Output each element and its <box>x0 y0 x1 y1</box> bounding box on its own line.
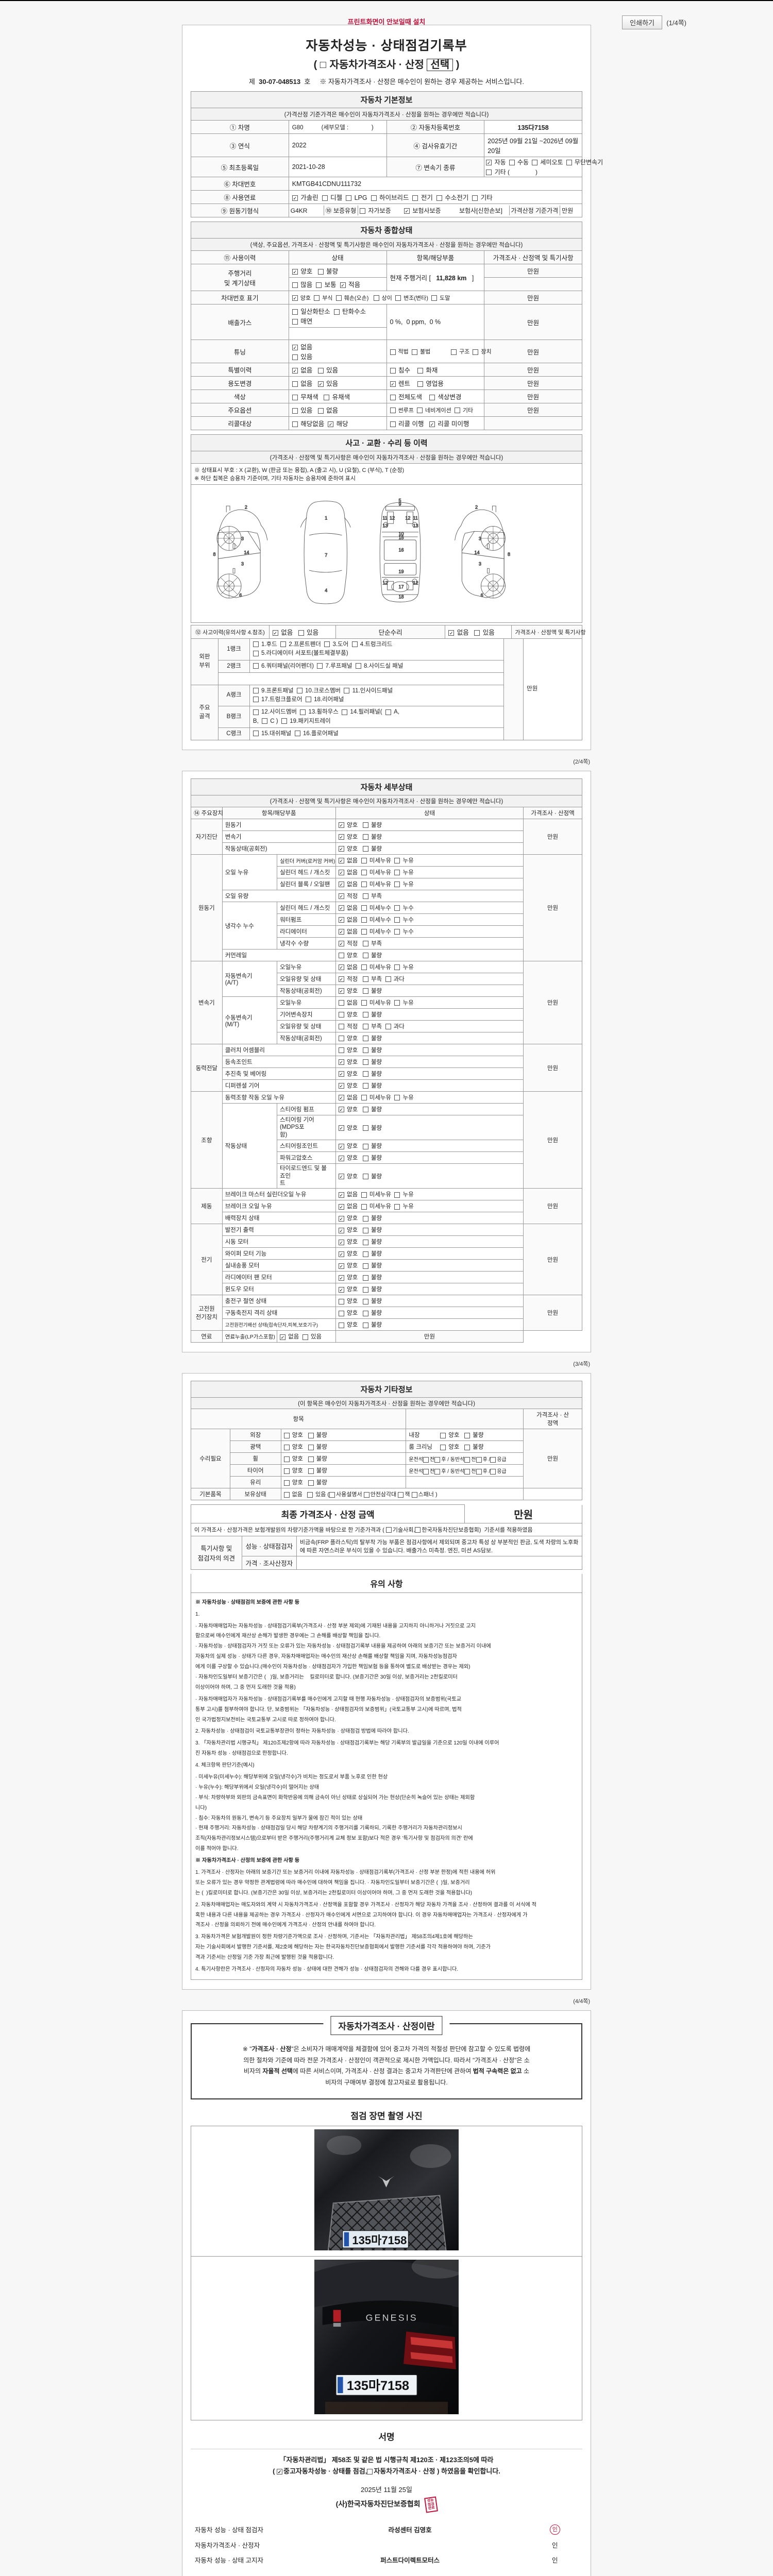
svg-text:14: 14 <box>244 550 249 555</box>
svg-text:18: 18 <box>398 595 404 600</box>
svg-text:9: 9 <box>398 501 401 506</box>
svg-text:4: 4 <box>325 588 327 593</box>
svg-text:11: 11 <box>382 516 387 521</box>
svg-text:GENESIS: GENESIS <box>366 2313 418 2323</box>
svg-text:14: 14 <box>475 550 480 555</box>
svg-text:12: 12 <box>382 580 388 585</box>
svg-text:6: 6 <box>239 593 242 598</box>
svg-text:12: 12 <box>413 580 418 585</box>
svg-text:2: 2 <box>475 504 478 510</box>
svg-text:11: 11 <box>413 516 418 521</box>
svg-text:2: 2 <box>245 504 247 510</box>
svg-text:15: 15 <box>398 535 404 540</box>
svg-text:3: 3 <box>241 536 244 541</box>
svg-text:12: 12 <box>390 516 395 521</box>
svg-text:16: 16 <box>398 548 404 553</box>
svg-text:135마7158: 135마7158 <box>352 2234 407 2247</box>
svg-text:19: 19 <box>398 569 404 574</box>
svg-text:8: 8 <box>213 552 215 557</box>
svg-text:13: 13 <box>413 523 418 529</box>
svg-text:13: 13 <box>382 523 388 529</box>
svg-text:7: 7 <box>325 553 327 558</box>
svg-text:6: 6 <box>481 593 483 598</box>
svg-text:1: 1 <box>325 516 327 521</box>
svg-text:3: 3 <box>479 561 481 566</box>
svg-text:135마7158: 135마7158 <box>347 2379 409 2393</box>
svg-text:3: 3 <box>479 536 481 541</box>
svg-text:17: 17 <box>398 584 404 589</box>
svg-text:8: 8 <box>508 552 510 557</box>
svg-text:12: 12 <box>405 516 410 521</box>
svg-text:3: 3 <box>241 561 244 566</box>
